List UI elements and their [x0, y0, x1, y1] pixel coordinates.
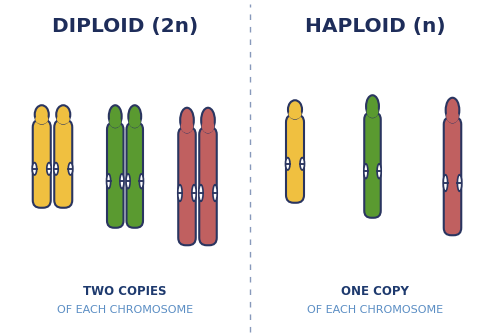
Ellipse shape [140, 174, 143, 189]
FancyBboxPatch shape [33, 120, 51, 208]
FancyBboxPatch shape [444, 117, 461, 235]
Ellipse shape [126, 174, 130, 189]
Text: HAPLOID (n): HAPLOID (n) [304, 16, 446, 35]
FancyBboxPatch shape [126, 122, 143, 228]
Ellipse shape [366, 95, 379, 117]
Ellipse shape [110, 116, 121, 128]
FancyBboxPatch shape [286, 115, 304, 203]
Ellipse shape [458, 175, 462, 191]
Ellipse shape [128, 105, 141, 127]
Ellipse shape [202, 120, 214, 133]
Ellipse shape [54, 163, 58, 175]
Ellipse shape [446, 98, 460, 123]
Ellipse shape [32, 163, 36, 175]
FancyBboxPatch shape [364, 113, 381, 218]
FancyBboxPatch shape [107, 122, 124, 228]
Ellipse shape [56, 105, 70, 124]
Ellipse shape [366, 106, 378, 118]
FancyBboxPatch shape [178, 127, 196, 245]
Ellipse shape [377, 164, 381, 179]
Ellipse shape [120, 174, 124, 189]
Ellipse shape [68, 163, 72, 175]
Ellipse shape [180, 120, 194, 133]
Ellipse shape [446, 110, 459, 123]
Ellipse shape [109, 105, 122, 127]
Ellipse shape [192, 185, 196, 201]
Ellipse shape [36, 114, 48, 124]
Ellipse shape [106, 174, 110, 189]
Text: OF EACH CHROMOSOME: OF EACH CHROMOSOME [307, 305, 443, 315]
Ellipse shape [180, 108, 194, 133]
Text: OF EACH CHROMOSOME: OF EACH CHROMOSOME [57, 305, 193, 315]
Ellipse shape [288, 109, 302, 119]
Ellipse shape [444, 175, 448, 191]
Ellipse shape [47, 163, 51, 175]
Text: TWO COPIES: TWO COPIES [83, 285, 167, 298]
FancyBboxPatch shape [200, 127, 217, 245]
Ellipse shape [57, 114, 70, 124]
Ellipse shape [199, 185, 203, 201]
Ellipse shape [201, 108, 215, 133]
Ellipse shape [300, 158, 304, 170]
Ellipse shape [178, 185, 182, 201]
Ellipse shape [288, 100, 302, 119]
Ellipse shape [286, 158, 290, 170]
FancyBboxPatch shape [54, 120, 72, 208]
Ellipse shape [364, 164, 368, 179]
Ellipse shape [129, 116, 140, 128]
Text: DIPLOID (2n): DIPLOID (2n) [52, 16, 198, 35]
Text: ONE COPY: ONE COPY [341, 285, 409, 298]
Ellipse shape [213, 185, 217, 201]
Ellipse shape [34, 105, 49, 124]
